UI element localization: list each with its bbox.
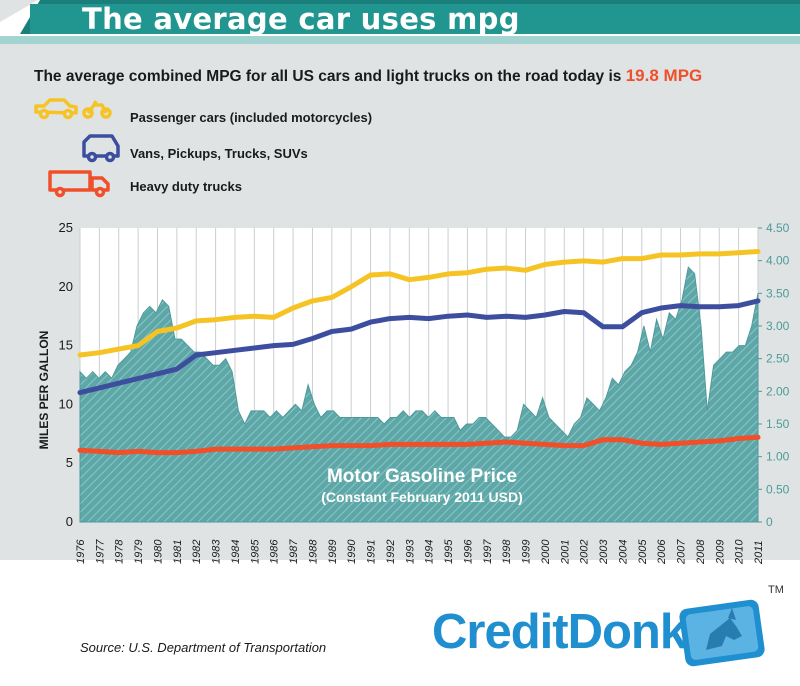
y2-tick-label: 3.50 [766, 286, 790, 300]
series-line-2 [77, 434, 761, 456]
title-banner: The average car uses mpg [0, 0, 800, 44]
legend-icons [34, 98, 120, 198]
gas-price-area [79, 266, 759, 523]
x-tick-label: 2005 [637, 539, 649, 565]
headline-text: The average combined MPG for all US cars… [34, 68, 626, 85]
van-icon [82, 134, 120, 163]
x-tick-label: 1993 [404, 539, 416, 564]
x-tick-label: 2008 [695, 539, 707, 565]
x-tick-label: 1982 [191, 540, 203, 564]
y2-tick-label: 4.00 [766, 254, 790, 268]
x-tick-label: 2002 [579, 540, 591, 565]
y2-tick-label: 1.50 [766, 417, 790, 431]
legend-item-heavy-duty: Heavy duty trucks [130, 179, 242, 194]
y-tick-label: 10 [59, 396, 73, 411]
x-tick-label: 2011 [753, 540, 765, 565]
x-tick-label: 1991 [366, 540, 378, 564]
x-tick-label: 2009 [714, 540, 726, 565]
x-tick-label: 1989 [327, 540, 339, 564]
x-tick-label: 1977 [94, 539, 106, 564]
y2-tick-label: 2.00 [766, 384, 790, 398]
page-title: The average car uses mpg [82, 2, 520, 36]
y-tick-label: 20 [59, 279, 73, 294]
x-tick-label: 2007 [676, 539, 688, 565]
x-tick-label: 2006 [656, 539, 668, 565]
y-tick-label: 15 [59, 338, 73, 353]
x-tick-label: 2010 [734, 539, 746, 565]
y-tick-label: 5 [66, 455, 73, 470]
x-tick-label: 2000 [540, 539, 552, 565]
x-tick-label: 1999 [521, 540, 533, 564]
x-tick-label: 1978 [114, 539, 126, 564]
x-tick-label: 1992 [385, 540, 397, 564]
x-tick-label: 1983 [211, 539, 223, 564]
y-tick-label: 25 [59, 220, 73, 235]
y2-tick-label: 3.00 [766, 319, 790, 333]
donkey-card-icon [679, 599, 765, 667]
source-note: Source: U.S. Department of Transportatio… [80, 640, 327, 655]
x-tick-label: 1996 [462, 539, 474, 564]
y2-tick-label: 2.50 [766, 352, 790, 366]
x-tick-label: 1998 [501, 539, 513, 564]
x-tick-label: 1981 [172, 540, 184, 564]
x-tick-label: 1986 [269, 539, 281, 564]
x-tick-label: 1994 [424, 540, 436, 564]
x-tick-label: 1990 [346, 539, 358, 564]
y2-tick-label: 1.00 [766, 450, 790, 464]
x-tick-label: 1976 [75, 539, 87, 564]
area-sublabel: (Constant February 2011 USD) [321, 489, 523, 505]
x-tick-label: 1984 [230, 540, 242, 564]
y2-tick-label: 0 [766, 515, 773, 529]
x-tick-label: 1985 [249, 539, 261, 564]
y-axis-label: MILES PER GALLON [37, 331, 51, 450]
x-tick-label: 2004 [617, 540, 629, 565]
headline-value: 19.8 MPG [625, 66, 703, 85]
x-tick-label: 1997 [482, 539, 494, 564]
x-tick-label: 1987 [288, 539, 300, 564]
x-tick-label: 1988 [307, 539, 319, 564]
trademark: TM [768, 584, 784, 596]
headline: The average combined MPG for all US cars… [34, 66, 702, 86]
truck-icon [48, 170, 110, 198]
legend-item-vans: Vans, Pickups, Trucks, SUVs [130, 146, 308, 161]
y-tick-label: 0 [66, 514, 73, 529]
area-label: Motor Gasoline Price [327, 466, 517, 487]
x-tick-label: 2001 [559, 540, 571, 565]
y2-tick-label: 4.50 [766, 221, 790, 235]
x-tick-label: 1995 [443, 539, 455, 564]
car-motorcycle-icon [34, 98, 112, 120]
y2-tick-label: 0.50 [766, 482, 790, 496]
mpg-chart: 0 5 10 15 20 25 0 0.50 1.00 1.50 2.00 2.50 3.00 3.50 4… [37, 220, 790, 565]
x-tick-label: 2003 [598, 539, 610, 565]
series-line-0 [77, 249, 761, 358]
x-tick-label: 1980 [152, 539, 164, 564]
series-line-1 [77, 298, 761, 396]
x-tick-label: 1979 [133, 540, 145, 564]
legend-item-passenger: Passenger cars (included motorcycles) [130, 110, 373, 125]
